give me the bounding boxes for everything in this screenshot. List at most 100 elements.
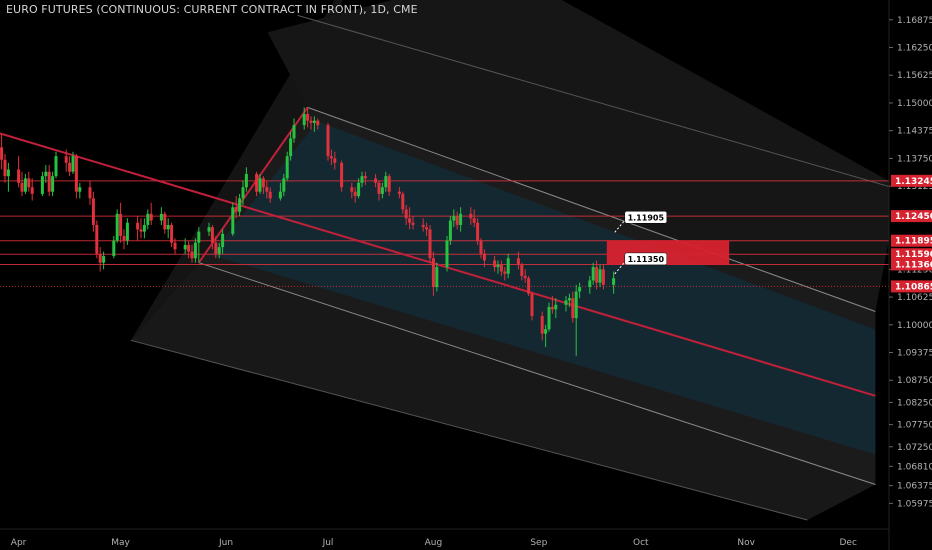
candle-body: [258, 178, 262, 192]
candle-body: [78, 187, 82, 192]
candle-body: [333, 158, 337, 163]
time-tick-label: Jul: [322, 538, 334, 548]
candle-body: [578, 287, 582, 292]
candle-body: [302, 114, 306, 126]
candle-body: [435, 267, 439, 288]
candle-body: [166, 224, 170, 230]
candle-body: [448, 220, 452, 241]
candle-body: [54, 156, 58, 177]
candle-body: [421, 224, 425, 228]
price-tick-label: 1.13750: [897, 154, 932, 164]
price-level-badge: [891, 248, 932, 261]
candle-body: [523, 275, 527, 279]
callout-label: 1.11905: [628, 213, 665, 222]
candle-body: [380, 187, 384, 194]
candle-body: [499, 264, 503, 272]
candle-body: [312, 120, 316, 123]
price-level-badge: [891, 258, 932, 271]
trendline: [0, 132, 876, 397]
candle-body: [193, 242, 197, 259]
candle-body: [183, 244, 187, 250]
candle-body: [496, 264, 500, 268]
candle-body: [547, 307, 551, 330]
candle-body: [207, 227, 211, 232]
candle-body: [567, 298, 571, 301]
channel-layer: [130, 0, 889, 521]
fan-face: [130, 0, 343, 341]
candle-body: [6, 169, 10, 177]
candle-body: [125, 222, 129, 241]
candle-body: [598, 269, 602, 283]
candle-body: [238, 198, 242, 212]
candle-body: [3, 159, 7, 177]
price-level-badge-label: 1.12450: [895, 212, 932, 222]
price-level-badge-label: 1.11360: [895, 260, 932, 270]
candle-body: [571, 298, 575, 319]
candle-body: [241, 187, 245, 199]
price-tick-label: 1.07250: [897, 443, 932, 453]
candle-body: [71, 156, 75, 172]
price-tick-label: 1.08750: [897, 376, 932, 386]
candle-body: [122, 236, 126, 241]
time-tick-label: Oct: [633, 538, 649, 548]
candle-body: [530, 293, 534, 316]
candle-body: [217, 247, 221, 254]
candle-body: [173, 242, 177, 250]
candle-body: [374, 178, 378, 183]
price-axis[interactable]: 1.16875 1.16250 1.15625 1.15000 1.14375 1.137…: [888, 0, 932, 550]
channel-lower-shade: [130, 262, 876, 520]
candle-body: [282, 178, 286, 192]
candle-body: [469, 213, 473, 219]
candle-body: [554, 304, 558, 310]
candle-body: [408, 218, 412, 223]
candle-body: [88, 187, 92, 199]
candle-body: [30, 187, 34, 194]
price-level-badge-label: 1.10865: [895, 282, 932, 292]
candle-body: [401, 193, 405, 210]
candle-body: [91, 198, 95, 225]
candle-body: [23, 178, 27, 192]
candle-body: [588, 280, 592, 288]
candle-body: [503, 271, 507, 274]
candle-body: [159, 213, 163, 221]
time-tick-label: Nov: [737, 538, 755, 548]
price-tick-label: 1.05975: [897, 499, 932, 509]
candle-body: [428, 229, 432, 259]
price-level-badge: [891, 280, 932, 293]
channel-lower-line: [198, 262, 876, 485]
candle-body: [214, 242, 218, 254]
price-level-badge-label: 1.11590: [895, 250, 932, 260]
trendlines-layer: [0, 106, 876, 397]
candle-body: [452, 216, 456, 221]
candle-body: [384, 176, 388, 188]
callout-label: 1.11350: [628, 255, 665, 264]
candle-body: [255, 173, 259, 192]
candle-body: [190, 251, 194, 259]
price-tick-label: 1.07750: [897, 421, 932, 431]
price-level-badge-label: 1.11895: [895, 237, 932, 247]
candle-body: [115, 213, 119, 241]
candle-body: [102, 256, 106, 263]
candle-body: [340, 162, 344, 188]
candle-body: [527, 278, 531, 294]
candle-body: [95, 224, 99, 254]
candle-body: [210, 227, 214, 243]
impulse-line: [197, 106, 309, 264]
candle-body: [142, 224, 146, 232]
candle-body: [112, 240, 116, 257]
chart-title: EURO FUTURES (CONTINUOUS: CURRENT CONTRA…: [6, 3, 418, 16]
channel-outer-line: [130, 339, 808, 521]
candle-body: [136, 222, 140, 230]
price-tick-label: 1.14375: [897, 127, 932, 137]
price-level-badge-label: 1.13245: [895, 177, 932, 187]
price-tick-label: 1.16250: [897, 43, 932, 53]
candle-body: [445, 240, 449, 268]
price-level-badge: [891, 210, 932, 223]
channel-inner-band: [210, 121, 876, 455]
candle-body: [404, 209, 408, 219]
price-tick-label: 1.06375: [897, 482, 932, 492]
candle-body: [506, 258, 510, 274]
candle-body: [601, 269, 605, 285]
